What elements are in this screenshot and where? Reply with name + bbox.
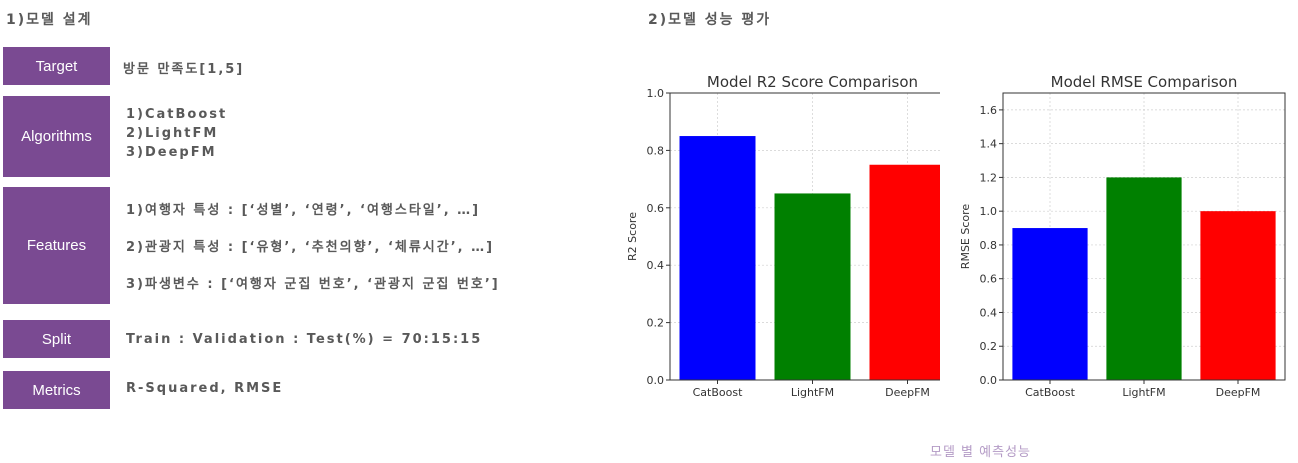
y-tick-label: 1.4 bbox=[980, 138, 998, 151]
bar-deepfm bbox=[869, 164, 946, 380]
rmse-chart-svg: Model RMSE Comparison 0.0 0.2 0.4 0.6 0.8 1.0 1… bbox=[959, 73, 1286, 399]
algorithms-label: Algorithms bbox=[3, 96, 110, 177]
y-axis-label: R2 Score bbox=[626, 212, 639, 261]
feature-item-1: 1)여행자 특성 : [‘성별’, ‘연령’, ‘여행스타일’, …] bbox=[126, 203, 481, 218]
y-tick-label: 0.4 bbox=[647, 259, 665, 272]
bar-deepfm bbox=[1200, 211, 1276, 380]
y-axis-label: RMSE Score bbox=[959, 204, 972, 270]
algorithm-item-1: 1)CatBoost bbox=[126, 107, 228, 122]
y-tick-label: 1.0 bbox=[980, 205, 998, 218]
y-tick-label: 0.2 bbox=[980, 340, 998, 353]
section1-title: 1)모델 설계 bbox=[6, 12, 93, 28]
y-tick-label: 0.0 bbox=[647, 374, 665, 387]
split-label: Split bbox=[3, 320, 110, 358]
split-value: Train : Validation : Test(%) = 70:15:15 bbox=[126, 332, 483, 347]
y-tick-label: 0.6 bbox=[980, 273, 998, 286]
bar-catboost bbox=[679, 136, 756, 380]
algorithm-item-2: 2)LightFM bbox=[126, 126, 219, 141]
y-tick-label: 0.8 bbox=[647, 144, 665, 157]
section2-title: 2)모델 성능 평가 bbox=[648, 12, 772, 28]
metrics-value: R-Squared, RMSE bbox=[126, 381, 284, 396]
x-tick-label: DeepFM bbox=[885, 386, 930, 399]
x-tick-label: DeepFM bbox=[1216, 386, 1261, 399]
y-tick-label: 0.8 bbox=[980, 239, 998, 252]
y-tick-label: 0.6 bbox=[647, 202, 665, 215]
y-tick-label: 1.2 bbox=[980, 171, 998, 184]
features-label: Features bbox=[3, 187, 110, 304]
x-tick-label: CatBoost bbox=[1025, 386, 1075, 399]
algorithm-item-3: 3)DeepFM bbox=[126, 145, 217, 160]
feature-item-3: 3)파생변수 : [‘여행자 군집 번호’, ‘관광지 군집 번호’] bbox=[126, 277, 500, 292]
chart-title: Model R2 Score Comparison bbox=[707, 73, 918, 91]
r2-chart-svg: Model R2 Score Comparison 0.0 0.2 0.4 0.6 0.8… bbox=[626, 73, 956, 399]
y-tick-label: 0.2 bbox=[647, 317, 665, 330]
target-value: 방문 만족도[1,5] bbox=[123, 62, 245, 77]
r2-chart: Model R2 Score Comparison 0.0 0.2 0.4 0.6 0.8… bbox=[620, 60, 956, 409]
bar-catboost bbox=[1012, 228, 1088, 380]
target-label: Target bbox=[3, 47, 110, 85]
y-tick-label: 0.4 bbox=[980, 306, 998, 319]
y-tick-label: 0.0 bbox=[980, 374, 998, 387]
x-tick-label: LightFM bbox=[1122, 386, 1165, 399]
y-tick-label: 1.0 bbox=[647, 87, 665, 100]
x-tick-label: CatBoost bbox=[693, 386, 743, 399]
x-tick-label: LightFM bbox=[791, 386, 834, 399]
chart-title: Model RMSE Comparison bbox=[1051, 73, 1238, 91]
feature-item-2: 2)관광지 특성 : [‘유형’, ‘추천의향’, ‘체류시간’, …] bbox=[126, 240, 495, 255]
y-tick-label: 1.6 bbox=[980, 104, 998, 117]
bar-lightfm bbox=[774, 193, 851, 380]
performance-caption: 모델 별 예측성능 bbox=[930, 445, 1031, 460]
plot-frame bbox=[1002, 92, 1286, 381]
rmse-chart: Model RMSE Comparison 0.0 0.2 0.4 0.6 0.8 1.0 1… bbox=[955, 60, 1290, 409]
bar-lightfm bbox=[1106, 177, 1182, 380]
metrics-label: Metrics bbox=[3, 371, 110, 409]
